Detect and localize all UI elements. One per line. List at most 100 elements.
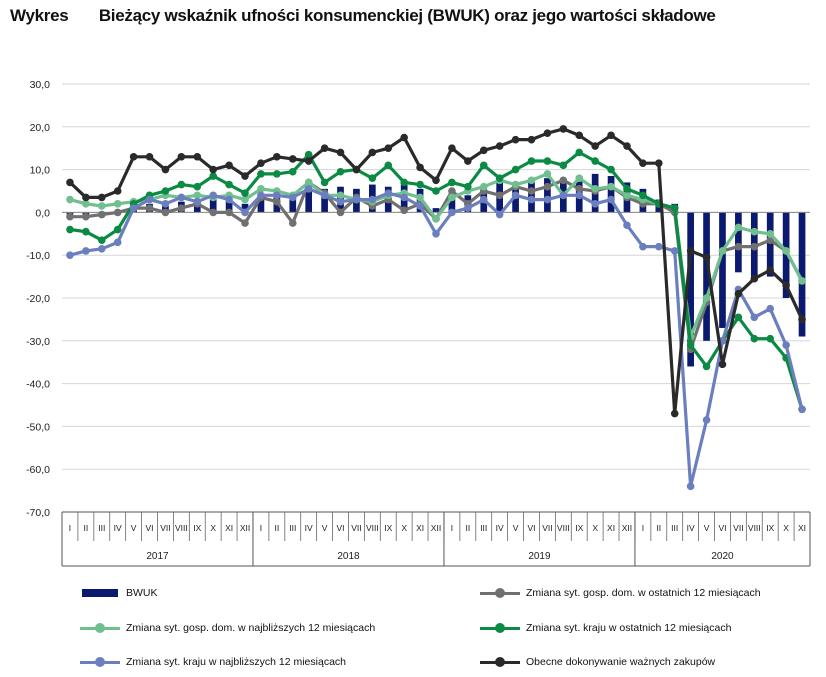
point-zakupy — [511, 135, 520, 144]
legend-item-bwuk: BWUK — [80, 587, 158, 599]
point-kraj_next12 — [464, 204, 472, 212]
x-tick-label: II — [656, 523, 661, 533]
point-zakupy — [559, 125, 568, 133]
bar — [225, 195, 233, 213]
point-kraj_last12 — [495, 174, 504, 182]
bar — [321, 188, 328, 213]
point-kraj_next12 — [798, 405, 806, 414]
legend-item-kraj_last12: Zmiana syt. kraju w ostatnich 12 miesiąc… — [480, 622, 731, 634]
point-zakupy — [400, 133, 408, 142]
point-gosp_next12 — [66, 195, 74, 204]
point-kraj_next12 — [543, 195, 552, 204]
point-kraj_next12 — [368, 195, 377, 204]
point-kraj_next12 — [655, 242, 663, 251]
point-gosp_last12 — [400, 206, 408, 215]
y-tick-label: 30,0 — [30, 79, 51, 91]
point-kraj_next12 — [495, 210, 504, 219]
point-kraj_next12 — [257, 191, 265, 200]
y-tick-label: -30,0 — [26, 336, 50, 348]
point-kraj_last12 — [607, 165, 615, 174]
point-gosp_next12 — [511, 180, 520, 189]
point-zakupy — [82, 193, 90, 202]
point-kraj_last12 — [193, 182, 202, 191]
point-kraj_next12 — [161, 200, 170, 208]
point-kraj_next12 — [607, 195, 615, 204]
x-tick-label: II — [84, 523, 89, 533]
point-kraj_last12 — [448, 178, 456, 187]
point-zakupy — [734, 289, 743, 298]
point-kraj_last12 — [623, 185, 631, 193]
point-kraj_next12 — [448, 208, 456, 217]
point-zakupy — [209, 165, 217, 174]
point-zakupy — [304, 157, 313, 165]
point-zakupy — [591, 142, 599, 150]
point-kraj_next12 — [432, 230, 440, 238]
point-kraj_next12 — [479, 195, 488, 204]
point-zakupy — [288, 155, 297, 163]
x-tick-label: VII — [542, 523, 552, 533]
point-kraj_last12 — [368, 174, 377, 182]
x-tick-label: X — [592, 523, 598, 533]
point-zakupy — [225, 161, 233, 170]
legend-label: Zmiana syt. gosp. dom. w ostatnich 12 mi… — [526, 587, 761, 599]
x-tick-label: II — [274, 523, 279, 533]
point-kraj_last12 — [384, 161, 393, 170]
point-gosp_next12 — [750, 227, 759, 236]
point-zakupy — [145, 152, 154, 161]
bar — [241, 203, 249, 213]
point-kraj_next12 — [623, 221, 631, 230]
bar — [766, 212, 774, 277]
x-tick-label: XII — [240, 523, 250, 533]
chart-header: Wykres Bieżący wskaźnik ufności konsumen… — [10, 6, 716, 26]
bar — [305, 191, 313, 213]
point-gosp_last12 — [82, 212, 90, 221]
point-gosp_last12 — [161, 208, 170, 217]
point-gosp_next12 — [798, 277, 806, 285]
point-kraj_next12 — [320, 191, 329, 200]
point-kraj_last12 — [670, 204, 679, 212]
point-zakupy — [66, 178, 74, 187]
x-tick-label: XI — [225, 523, 233, 533]
point-gosp_last12 — [559, 176, 568, 185]
point-gosp_last12 — [543, 182, 552, 191]
point-kraj_last12 — [479, 161, 488, 170]
point-gosp_last12 — [225, 208, 233, 217]
point-zakupy — [766, 266, 775, 274]
point-kraj_last12 — [686, 341, 695, 349]
point-zakupy — [241, 172, 249, 180]
point-kraj_next12 — [66, 251, 74, 259]
x-tick-label: V — [513, 523, 519, 533]
legend-label: Zmiana syt. gosp. dom. w najbliższych 12… — [126, 622, 376, 634]
point-gosp_last12 — [750, 242, 759, 251]
x-tick-label: XI — [416, 523, 424, 533]
point-zakupy — [336, 148, 345, 157]
x-tick-label: V — [322, 523, 328, 533]
point-kraj_next12 — [702, 416, 711, 424]
point-gosp_next12 — [782, 247, 790, 255]
point-gosp_last12 — [527, 187, 536, 195]
point-kraj_last12 — [527, 157, 536, 165]
point-kraj_next12 — [352, 195, 361, 204]
x-tick-label: III — [480, 523, 487, 533]
y-tick-label: -50,0 — [26, 421, 50, 433]
point-gosp_next12 — [336, 191, 345, 200]
point-gosp_last12 — [97, 210, 106, 219]
point-kraj_last12 — [511, 165, 520, 174]
point-gosp_next12 — [432, 215, 440, 223]
point-gosp_last12 — [734, 242, 743, 251]
point-zakupy — [718, 360, 727, 369]
legend-swatch — [80, 588, 120, 598]
point-zakupy — [161, 165, 170, 174]
bar — [607, 176, 615, 213]
point-zakupy — [686, 247, 695, 255]
x-tick-label: I — [642, 523, 644, 533]
x-tick-label: I — [260, 523, 262, 533]
point-kraj_last12 — [257, 170, 265, 178]
point-zakupy — [97, 193, 106, 202]
point-kraj_next12 — [82, 247, 90, 255]
point-zakupy — [464, 157, 472, 165]
x-tick-label: IX — [575, 523, 583, 533]
point-kraj_next12 — [527, 195, 536, 204]
bar — [703, 212, 710, 341]
x-tick-label: III — [671, 523, 678, 533]
